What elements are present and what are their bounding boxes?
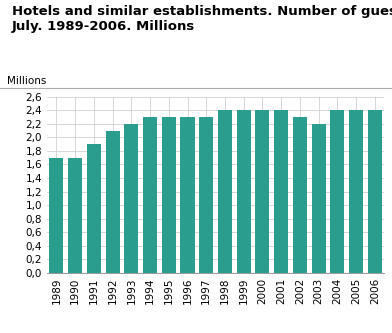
Bar [124,124,138,273]
Bar [199,117,213,273]
Text: Hotels and similar establishments. Number of guest nights in
July. 1989-2006. Mi: Hotels and similar establishments. Numbe… [12,5,392,33]
Bar [143,117,157,273]
Bar [330,110,344,273]
Bar [180,117,194,273]
Bar [105,131,120,273]
Bar [256,110,269,273]
Bar [312,124,326,273]
Bar [49,158,64,273]
Bar [87,144,101,273]
Bar [68,158,82,273]
Bar [237,110,251,273]
Bar [368,110,382,273]
Bar [293,117,307,273]
Text: Millions: Millions [7,76,46,86]
Bar [162,117,176,273]
Bar [349,110,363,273]
Bar [274,110,288,273]
Bar [218,110,232,273]
